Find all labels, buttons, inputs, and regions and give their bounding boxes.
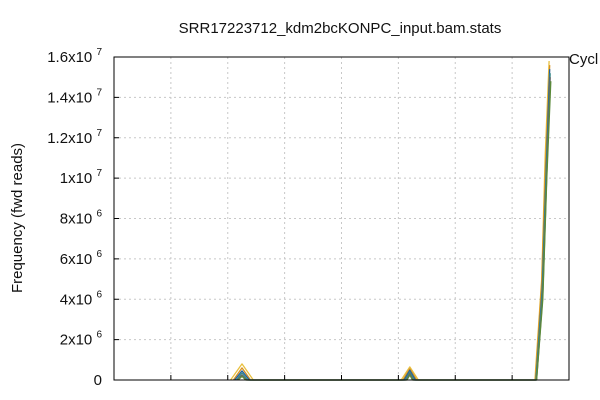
y-tick-label: 1.4x10 7 [47,87,102,106]
series-line [232,65,551,381]
y-tick-label: 2x10 6 [60,330,103,349]
y-tick-label: 1.2x10 7 [47,128,102,147]
series-line [235,73,551,381]
grid [114,57,569,380]
y-tick-label: 1.6x10 7 [47,47,102,66]
legend-entry: Cycl [569,51,598,68]
y-tick-label: 8x10 6 [60,209,103,228]
y-ticks: 0 2x10 6 4x10 6 6x10 6 8x10 6 1x10 7 1.2x10 7 1… [47,47,513,389]
series-group [230,60,552,381]
y-tick-label: 0 [94,372,102,389]
series-line [234,69,551,381]
y-tick-label: 6x10 6 [60,249,103,268]
y-axis-label: Frequency (fwd reads) [9,143,26,293]
series-line [230,60,550,381]
series-line [237,81,552,381]
y-tick-label: 4x10 6 [60,289,103,308]
y-tick-label: 1x10 7 [60,168,103,187]
chart-title: SRR17223712_kdm2bcKONPC_input.bam.stats [179,20,502,37]
